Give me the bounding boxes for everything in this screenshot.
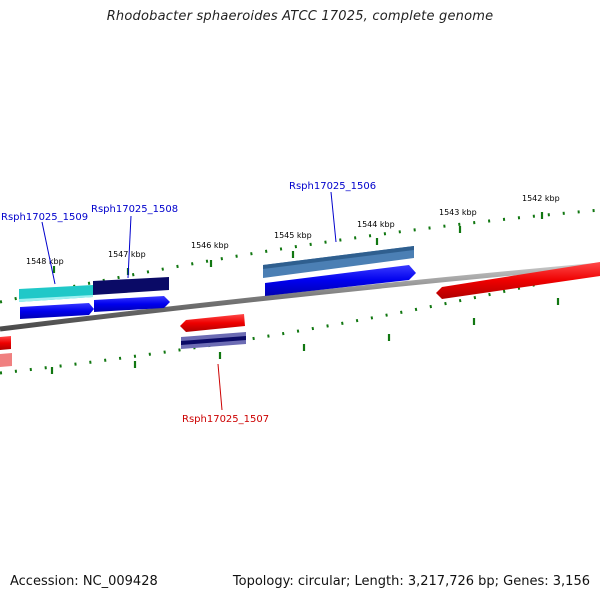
leader-line-1507 (217, 363, 223, 411)
leader-line-1506 (330, 191, 337, 243)
cog-bar-1509-shade (19, 295, 93, 302)
cog-bar-1508[interactable] (93, 277, 169, 295)
leader-line-1509 (41, 221, 56, 285)
tick-label-1548: 1548 kbp (26, 257, 64, 266)
gene-arrow-1509[interactable] (20, 303, 94, 319)
genome-backbone (0, 262, 600, 332)
accession-text: Accession: NC_009428 (10, 574, 158, 589)
tick-label-1547: 1547 kbp (108, 250, 146, 259)
gene-arrow-1506[interactable] (265, 265, 416, 296)
gene-label-1508[interactable]: Rsph17025_1508 (91, 204, 178, 215)
gene-arrow-1507[interactable] (180, 314, 245, 332)
gene-label-1509[interactable]: Rsph17025_1509 (1, 212, 88, 223)
tick-label-1546: 1546 kbp (191, 241, 229, 250)
leader-line-1508 (127, 215, 132, 279)
gene-label-1506[interactable]: Rsph17025_1506 (289, 181, 376, 192)
tick-label-1542: 1542 kbp (522, 194, 560, 203)
cog-bar-left-edge (0, 353, 12, 367)
cog-bar-1506-top (263, 246, 414, 269)
map-title: Rhodobacter sphaeroides ATCC 17025, comp… (106, 9, 494, 24)
cog-bar-1507-stripe (181, 336, 246, 345)
gene-arrow-right-edge[interactable] (436, 262, 600, 299)
tick-label-1543: 1543 kbp (439, 208, 477, 217)
genome-summary-text: Topology: circular; Length: 3,217,726 bp… (232, 574, 590, 589)
tick-label-1544: 1544 kbp (357, 220, 395, 229)
gene-arrow-left-edge[interactable] (0, 336, 11, 350)
gene-arrow-1508[interactable] (94, 296, 170, 312)
major-ticks (50, 212, 560, 374)
gene-label-1507[interactable]: Rsph17025_1507 (182, 414, 269, 425)
tick-label-1545: 1545 kbp (274, 231, 312, 240)
